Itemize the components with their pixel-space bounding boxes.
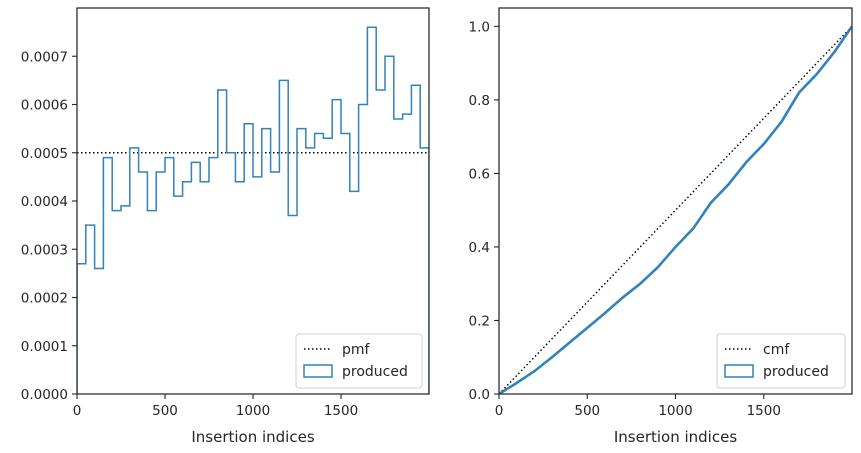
series-produced-line <box>77 26 429 394</box>
chart-1-marks <box>499 25 852 394</box>
chart-0-marks <box>77 26 429 394</box>
chart-0-xlabel: Insertion indices <box>191 428 314 446</box>
x-tick-label: 1000 <box>658 403 692 419</box>
x-tick-label: 1500 <box>747 403 781 419</box>
chart-cmf: 0 500 1000 1500 0.0 0.2 0.4 0.6 0.8 1.0 Insertion… <box>469 7 853 446</box>
legend-label-produced: produced <box>763 364 829 380</box>
legend-label-cmf: cmf <box>763 342 790 358</box>
x-tick-label: 1000 <box>236 403 270 419</box>
series-cmf-line <box>499 25 852 394</box>
y-tick-label: 0.0 <box>469 387 490 403</box>
chart-1-legend: cmf produced <box>716 333 846 389</box>
y-tick-label: 0.0003 <box>21 242 68 258</box>
x-tick-label: 0 <box>495 403 504 419</box>
legend-swatch-produced <box>724 364 754 378</box>
legend-swatch-produced <box>303 364 333 378</box>
x-tick-label: 500 <box>152 403 178 419</box>
y-tick-label: 0.0005 <box>21 146 68 162</box>
chart-1-xlabel: Insertion indices <box>614 428 737 446</box>
y-tick-label: 0.0006 <box>21 98 68 114</box>
series-produced-line <box>499 25 852 394</box>
legend-box <box>295 333 423 389</box>
chart-pmf: 0 500 1000 1500 0.0000 0.0001 0.0002 0.0003 0.00… <box>21 7 430 446</box>
y-tick-label: 0.0007 <box>21 49 68 65</box>
chart-1-ticks: 0 500 1000 1500 0.0 0.2 0.4 0.6 0.8 1.0 <box>469 19 781 419</box>
chart-0-legend: pmf produced <box>295 333 423 389</box>
x-tick-label: 1500 <box>324 403 358 419</box>
y-tick-label: 0.0000 <box>21 387 68 403</box>
legend-label-produced: produced <box>342 364 408 380</box>
y-tick-label: 0.0001 <box>21 339 68 355</box>
y-tick-label: 0.0004 <box>21 194 68 210</box>
y-tick-label: 0.2 <box>469 313 490 329</box>
y-tick-label: 1.0 <box>469 19 490 35</box>
y-tick-label: 0.4 <box>469 240 490 256</box>
x-tick-label: 500 <box>574 403 600 419</box>
y-tick-label: 0.8 <box>469 93 490 109</box>
chart-0-ticks: 0 500 1000 1500 0.0000 0.0001 0.0002 0.0003 0.00… <box>21 49 358 419</box>
y-tick-label: 0.6 <box>469 166 490 182</box>
legend-label-pmf: pmf <box>342 342 371 358</box>
x-tick-label: 0 <box>73 403 82 419</box>
y-tick-label: 0.0002 <box>21 291 68 307</box>
legend-box <box>716 333 846 389</box>
